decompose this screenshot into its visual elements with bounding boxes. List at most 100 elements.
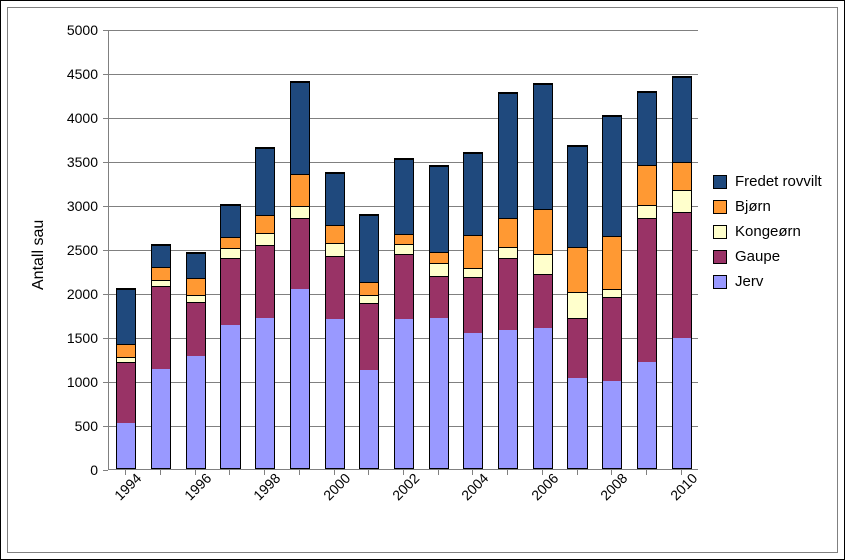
bar-segment bbox=[430, 252, 448, 262]
bar bbox=[602, 115, 622, 469]
bar-segment bbox=[117, 289, 135, 345]
bar-segment bbox=[464, 235, 482, 268]
x-tick-label: 2006 bbox=[528, 470, 561, 503]
bar-segment bbox=[568, 318, 586, 378]
bar-segment bbox=[673, 212, 691, 337]
bar-segment bbox=[256, 148, 274, 215]
bar bbox=[359, 214, 379, 469]
bar-segment bbox=[187, 278, 205, 295]
bar-segment bbox=[568, 292, 586, 318]
bar-segment bbox=[638, 218, 656, 362]
bar-segment bbox=[534, 254, 552, 274]
bar-segment bbox=[152, 286, 170, 369]
bar-segment bbox=[152, 369, 170, 468]
legend-label: Bjørn bbox=[735, 198, 771, 215]
legend-label: Fredet rovvilt bbox=[735, 173, 822, 190]
bar bbox=[325, 172, 345, 469]
bar bbox=[429, 165, 449, 469]
x-tick-label: 1998 bbox=[250, 470, 283, 503]
plot-area bbox=[108, 30, 698, 470]
y-tick-label: 1000 bbox=[8, 374, 98, 390]
bar bbox=[186, 252, 206, 469]
bar-segment bbox=[395, 244, 413, 254]
legend-swatch bbox=[713, 175, 727, 189]
legend-swatch bbox=[713, 250, 727, 264]
bar-segment bbox=[534, 274, 552, 328]
bar-segment bbox=[534, 84, 552, 209]
bar-segment bbox=[221, 258, 239, 324]
y-tick-label: 3500 bbox=[8, 154, 98, 170]
x-tick-mark bbox=[472, 470, 473, 475]
y-tick-label: 2000 bbox=[8, 286, 98, 302]
x-tick-mark bbox=[438, 470, 439, 475]
chart-inner-frame: Antall sau Fredet rovviltBjørnKongeørnGa… bbox=[7, 7, 838, 553]
legend: Fredet rovviltBjørnKongeørnGaupeJerv bbox=[713, 173, 822, 298]
legend-item: Jerv bbox=[713, 273, 822, 290]
bar-segment bbox=[360, 215, 378, 282]
bar-segment bbox=[326, 256, 344, 320]
y-tick-mark bbox=[103, 250, 108, 251]
bar bbox=[533, 83, 553, 469]
bar bbox=[672, 76, 692, 469]
bar bbox=[151, 244, 171, 469]
x-tick-mark bbox=[403, 470, 404, 475]
y-tick-mark bbox=[103, 382, 108, 383]
bar-segment bbox=[499, 330, 517, 468]
bar-segment bbox=[256, 233, 274, 245]
x-tick-label: 1996 bbox=[181, 470, 214, 503]
x-tick-mark bbox=[611, 470, 612, 475]
y-tick-mark bbox=[103, 30, 108, 31]
bar-segment bbox=[430, 263, 448, 276]
bar-segment bbox=[291, 218, 309, 290]
y-tick-label: 4000 bbox=[8, 110, 98, 126]
bar-segment bbox=[430, 166, 448, 253]
bar-segment bbox=[187, 302, 205, 355]
bar-segment bbox=[638, 362, 656, 468]
bar-segment bbox=[117, 362, 135, 423]
y-tick-mark bbox=[103, 162, 108, 163]
y-tick-label: 500 bbox=[8, 418, 98, 434]
legend-swatch bbox=[713, 275, 727, 289]
bar-segment bbox=[221, 325, 239, 468]
bar-segment bbox=[360, 295, 378, 303]
x-tick-mark bbox=[681, 470, 682, 475]
y-tick-label: 4500 bbox=[8, 66, 98, 82]
x-tick-mark bbox=[195, 470, 196, 475]
bar-segment bbox=[499, 218, 517, 247]
bar-segment bbox=[603, 289, 621, 297]
bar-segment bbox=[499, 247, 517, 258]
bar-segment bbox=[464, 268, 482, 277]
x-tick-mark bbox=[542, 470, 543, 475]
y-tick-mark bbox=[103, 74, 108, 75]
bar bbox=[498, 92, 518, 469]
bar-segment bbox=[499, 258, 517, 330]
x-tick-label: 2010 bbox=[667, 470, 700, 503]
bar-segment bbox=[638, 92, 656, 165]
legend-label: Kongeørn bbox=[735, 223, 801, 240]
y-tick-label: 2500 bbox=[8, 242, 98, 258]
x-tick-mark bbox=[368, 470, 369, 475]
bar-segment bbox=[568, 146, 586, 247]
bar-segment bbox=[568, 247, 586, 292]
bar-segment bbox=[534, 209, 552, 254]
bar bbox=[394, 158, 414, 469]
bar-segment bbox=[360, 282, 378, 295]
bar-segment bbox=[360, 370, 378, 468]
bar-segment bbox=[568, 378, 586, 468]
bar-segment bbox=[152, 267, 170, 280]
legend-swatch bbox=[713, 200, 727, 214]
bar-segment bbox=[326, 319, 344, 468]
x-tick-label: 2008 bbox=[597, 470, 630, 503]
bar-segment bbox=[117, 423, 135, 468]
bar-segment bbox=[464, 333, 482, 468]
bar-segment bbox=[256, 318, 274, 468]
y-tick-label: 3000 bbox=[8, 198, 98, 214]
bar bbox=[290, 81, 310, 469]
x-tick-label: 2000 bbox=[320, 470, 353, 503]
bar-segment bbox=[395, 159, 413, 233]
bar bbox=[220, 204, 240, 469]
bar-segment bbox=[256, 215, 274, 232]
bar-segment bbox=[221, 248, 239, 258]
y-tick-label: 1500 bbox=[8, 330, 98, 346]
bar-segment bbox=[395, 234, 413, 244]
